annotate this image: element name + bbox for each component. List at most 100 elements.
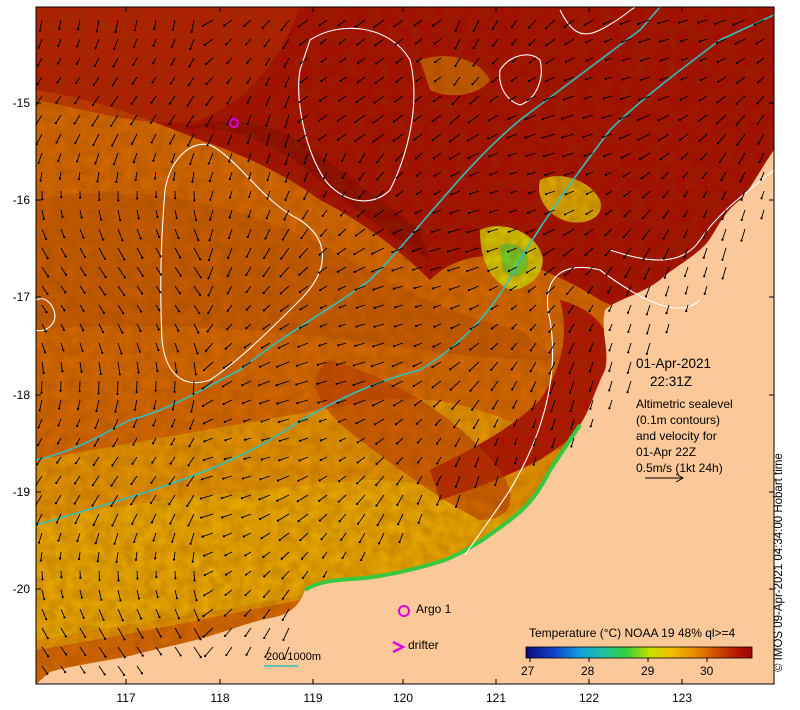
velocity-arrow <box>608 380 613 391</box>
velocity-arrowhead <box>585 212 588 216</box>
velocity-arrow <box>358 190 366 198</box>
velocity-arrowhead <box>627 351 630 354</box>
velocity-arrowhead <box>391 384 394 388</box>
velocity-arrowhead <box>321 214 324 218</box>
velocity-arrowhead <box>186 124 189 127</box>
velocity-arrow <box>760 171 765 180</box>
velocity-arrow <box>551 418 556 430</box>
velocity-arrow <box>193 342 198 354</box>
velocity-arrow <box>528 190 537 194</box>
velocity-arrowhead <box>112 427 116 430</box>
velocity-arrowhead <box>430 230 434 234</box>
velocity-arrowhead <box>152 44 155 47</box>
velocity-arrowhead <box>740 239 743 242</box>
velocity-arrowhead <box>36 463 39 466</box>
velocity-arrow <box>304 171 309 181</box>
velocity-arrow <box>526 266 537 273</box>
velocity-arrow <box>340 209 347 216</box>
velocity-arrow <box>322 209 328 217</box>
velocity-arrowhead <box>58 177 62 180</box>
velocity-arrow <box>98 665 106 675</box>
velocity-arrowhead <box>228 216 231 219</box>
velocity-arrow <box>76 38 81 47</box>
velocity-arrow <box>356 418 366 424</box>
velocity-arrowhead <box>103 293 106 296</box>
velocity-arrowhead <box>510 25 513 29</box>
velocity-arrowhead <box>241 365 245 368</box>
sealevel-contour-3 <box>499 54 542 106</box>
velocity-arrow <box>418 513 423 523</box>
velocity-arrow <box>528 76 537 82</box>
velocity-arrowhead <box>358 196 361 199</box>
velocity-arrow <box>757 76 765 83</box>
velocity-arrowhead <box>322 177 326 180</box>
velocity-arrowhead <box>545 61 548 64</box>
velocity-arrow <box>247 133 252 144</box>
velocity-arrowhead <box>159 635 162 638</box>
velocity-arrowhead <box>221 516 224 519</box>
velocity-arrowhead <box>451 103 454 106</box>
velocity-arrow <box>397 456 404 464</box>
velocity-arrow <box>300 57 309 64</box>
velocity-arrow <box>79 228 84 238</box>
argo-float-marker-map[interactable] <box>229 118 239 128</box>
velocity-arrow <box>357 209 366 217</box>
velocity-arrow <box>623 247 632 258</box>
velocity-arrowhead <box>376 524 379 527</box>
velocity-arrowhead <box>283 65 286 68</box>
velocity-arrow <box>193 646 202 658</box>
velocity-arrow <box>97 171 100 182</box>
velocity-arrowhead <box>543 273 547 276</box>
velocity-arrowhead <box>370 384 373 388</box>
velocity-arrowhead <box>140 292 144 295</box>
velocity-arrow <box>700 76 708 81</box>
velocity-arrow <box>98 589 102 600</box>
velocity-arrowhead <box>139 329 142 333</box>
velocity-arrowhead <box>548 372 551 375</box>
velocity-arrow <box>245 627 252 637</box>
velocity-arrow <box>40 551 43 561</box>
velocity-arrowhead <box>94 162 97 165</box>
velocity-arrowhead <box>433 306 436 309</box>
velocity-arrowhead <box>112 445 115 448</box>
velocity-arrow <box>323 171 328 179</box>
velocity-arrowhead <box>696 21 700 24</box>
velocity-arrowhead <box>436 483 439 486</box>
velocity-arrow <box>720 171 727 181</box>
velocity-arrow <box>564 209 575 215</box>
velocity-arrowhead <box>678 21 681 24</box>
velocity-arrow <box>117 304 124 314</box>
velocity-arrowhead <box>604 254 607 257</box>
velocity-arrow <box>280 266 290 277</box>
image-date: 01-Apr-2021 <box>636 356 712 371</box>
velocity-arrowhead <box>625 293 628 296</box>
velocity-arrow <box>374 323 385 328</box>
velocity-arrowhead <box>562 98 565 101</box>
velocity-arrowhead <box>621 78 624 81</box>
velocity-arrowhead <box>96 560 99 563</box>
velocity-arrowhead <box>226 309 229 312</box>
velocity-arrow <box>191 171 195 182</box>
velocity-arrow <box>228 152 233 162</box>
velocity-scale-arrowhead <box>675 473 685 483</box>
velocity-arrowhead <box>243 24 246 27</box>
velocity-arrow <box>665 285 670 296</box>
velocity-arrowhead <box>154 557 157 560</box>
velocity-arrowhead <box>154 389 157 392</box>
velocity-arrowhead <box>622 59 625 62</box>
velocity-arrow <box>41 247 49 259</box>
velocity-arrowhead <box>175 216 178 220</box>
velocity-arrow <box>299 285 309 293</box>
velocity-arrow <box>416 171 423 177</box>
velocity-arrow <box>76 57 81 65</box>
velocity-arrowhead <box>61 596 64 599</box>
velocity-arrow <box>189 152 195 165</box>
velocity-arrow <box>319 285 328 291</box>
velocity-arrowhead <box>472 64 475 67</box>
velocity-arrow <box>189 418 195 429</box>
velocity-arrowhead <box>199 293 202 297</box>
velocity-arrow <box>265 114 271 126</box>
velocity-arrow <box>757 57 765 63</box>
velocity-arrow <box>321 76 328 82</box>
velocity-arrowhead <box>189 542 192 545</box>
